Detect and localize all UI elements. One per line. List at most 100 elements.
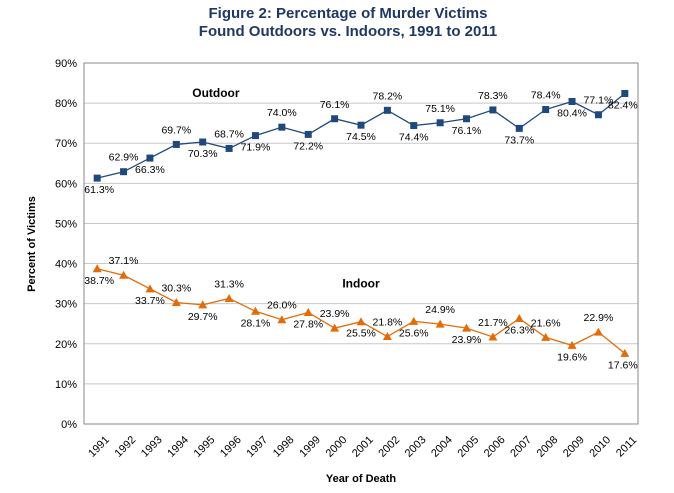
data-label: 71.9% <box>241 142 271 154</box>
data-point <box>145 284 155 293</box>
data-point <box>621 89 629 97</box>
data-point <box>198 300 208 309</box>
data-label: 24.9% <box>425 304 455 316</box>
data-point <box>120 168 128 176</box>
data-label: 31.3% <box>214 278 244 290</box>
data-label: 23.9% <box>320 308 350 320</box>
data-point <box>331 115 339 123</box>
data-point <box>489 106 497 114</box>
x-tick-label: 2004 <box>429 434 455 460</box>
x-tick-label: 2006 <box>482 434 508 460</box>
data-point <box>250 306 260 315</box>
data-label: 68.7% <box>214 128 244 140</box>
x-tick-label: 2008 <box>535 434 561 460</box>
data-label: 27.8% <box>293 318 323 330</box>
data-point <box>92 264 102 273</box>
data-label: 21.7% <box>478 317 508 329</box>
data-point <box>303 307 313 316</box>
data-point <box>199 138 207 146</box>
data-point <box>357 121 365 129</box>
data-point <box>514 314 524 323</box>
data-point <box>304 130 312 138</box>
data-point <box>620 348 630 357</box>
y-tick-label: 10% <box>55 379 77 391</box>
data-label: 80.4% <box>557 108 587 120</box>
data-point <box>382 332 392 341</box>
data-label: 38.7% <box>84 275 114 287</box>
data-label: 82.4% <box>608 99 638 111</box>
x-tick-label: 1991 <box>86 434 112 460</box>
data-label: 74.4% <box>399 132 429 144</box>
data-label: 76.1% <box>320 99 350 111</box>
data-point <box>410 122 418 130</box>
data-label: 74.0% <box>267 107 297 119</box>
data-label: 62.9% <box>109 152 139 164</box>
data-label: 78.3% <box>478 90 508 102</box>
data-label: 78.4% <box>531 90 561 102</box>
y-tick-label: 20% <box>55 339 77 351</box>
data-label: 74.5% <box>346 131 376 143</box>
y-tick-label: 0% <box>61 419 77 431</box>
x-tick-label: 2000 <box>324 434 350 460</box>
data-label: 76.1% <box>452 125 482 137</box>
data-label: 26.3% <box>504 325 534 337</box>
data-point <box>93 174 101 182</box>
y-axis-title: Percent of Victims <box>26 196 38 292</box>
y-tick-label: 50% <box>55 218 77 230</box>
data-label: 28.1% <box>241 317 271 329</box>
data-label: 29.7% <box>188 311 218 323</box>
data-label: 23.9% <box>452 334 482 346</box>
data-point <box>541 332 551 341</box>
data-point <box>594 111 602 119</box>
data-point <box>488 332 498 341</box>
x-tick-label: 1992 <box>113 434 139 460</box>
data-point <box>463 115 471 123</box>
data-label: 30.3% <box>161 282 191 294</box>
data-point <box>251 132 259 140</box>
data-label: 21.8% <box>372 317 402 329</box>
data-point <box>119 270 129 279</box>
x-tick-label: 2005 <box>456 434 482 460</box>
data-point <box>356 317 366 326</box>
x-tick-label: 1994 <box>165 434 191 460</box>
data-label: 25.6% <box>399 327 429 339</box>
x-tick-label: 2011 <box>614 434 639 459</box>
data-label: 69.7% <box>161 124 191 136</box>
data-point <box>462 323 472 332</box>
data-point <box>171 297 181 306</box>
data-label: 61.3% <box>84 184 114 196</box>
data-label: 33.7% <box>135 295 165 307</box>
data-point <box>593 327 603 336</box>
x-tick-label: 2002 <box>376 434 402 460</box>
data-point <box>383 106 391 114</box>
data-label: 73.7% <box>504 134 534 146</box>
y-tick-label: 40% <box>55 259 77 271</box>
y-tick-label: 70% <box>55 138 77 150</box>
data-label: 70.3% <box>188 148 218 160</box>
data-label: 72.2% <box>293 140 323 152</box>
data-label: 66.3% <box>135 164 165 176</box>
data-label: 75.1% <box>425 103 455 115</box>
data-point <box>436 119 444 127</box>
data-point <box>146 154 154 162</box>
x-tick-label: 2003 <box>403 434 429 460</box>
data-label: 21.6% <box>531 317 561 329</box>
x-tick-label: 1996 <box>218 434 244 460</box>
data-label: 26.0% <box>267 300 297 312</box>
data-point <box>224 293 234 302</box>
data-point <box>409 316 419 325</box>
data-label: 37.1% <box>109 255 139 267</box>
series-name-label: Outdoor <box>192 86 240 100</box>
x-tick-label: 2010 <box>587 434 613 460</box>
data-point <box>542 106 550 114</box>
x-tick-label: 1997 <box>244 434 270 460</box>
x-tick-label: 2009 <box>561 434 587 460</box>
plot-area: 0%10%20%30%40%50%60%70%80%90%1991 1992 199… <box>55 58 639 460</box>
x-axis-title: Year of Death <box>326 473 397 485</box>
data-label: 77.1% <box>584 95 614 107</box>
x-tick-label: 2007 <box>508 434 534 460</box>
x-tick-label: 1999 <box>297 434 323 460</box>
data-point <box>330 323 340 332</box>
series-name-label: Indoor <box>342 277 380 291</box>
